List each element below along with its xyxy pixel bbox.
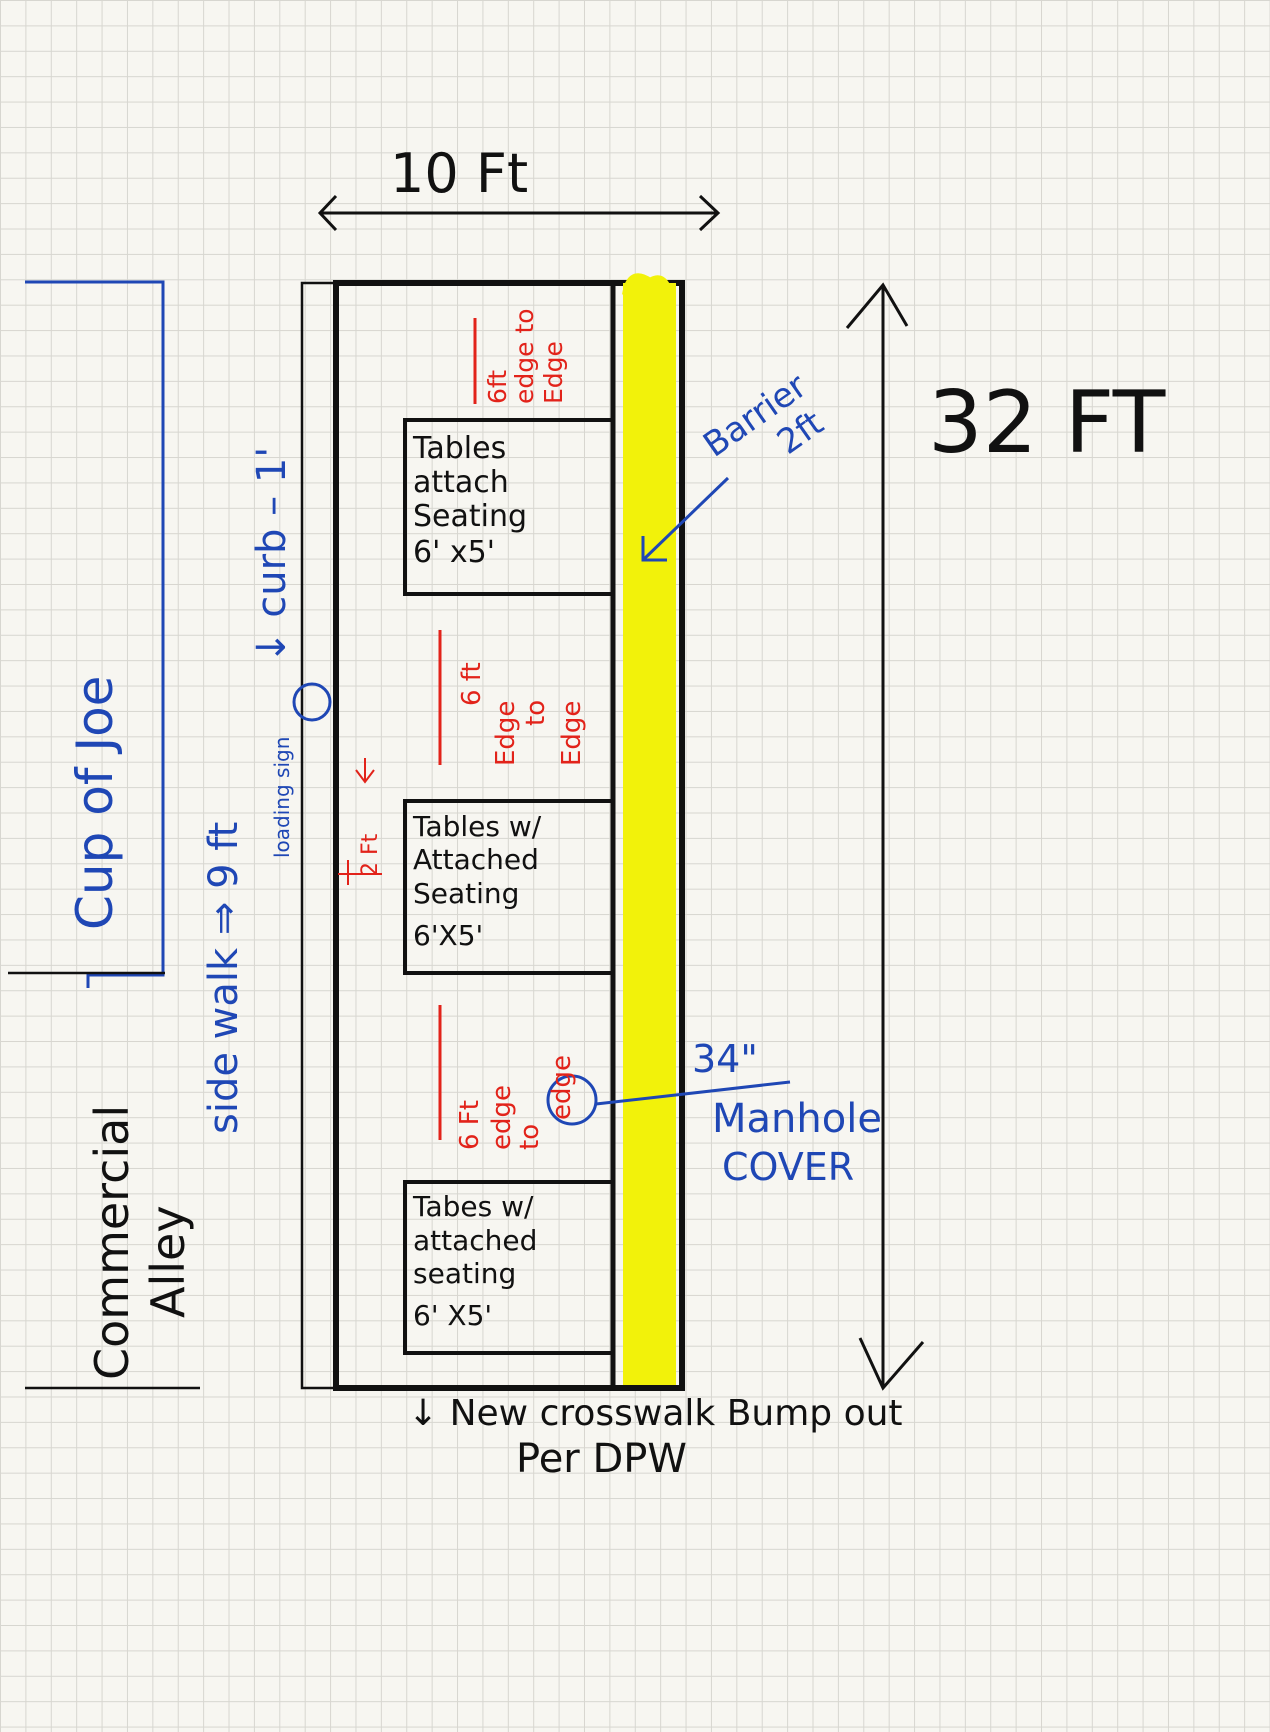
barrier-highlight-top (622, 273, 674, 301)
spacing-label-bottom: 6 Ft edge to edge (455, 1055, 577, 1150)
table-label-2: Tables w/ Attached Seating 6'X5' (412, 810, 550, 952)
barrier-pointer (641, 476, 730, 562)
length-label: 32 FT (928, 373, 1166, 473)
length-arrow-top-head (845, 282, 909, 329)
spacing-label-top: 6ft edge to Edge (483, 301, 568, 405)
loading-sign-icon (292, 682, 332, 722)
width-label: 10 Ft (390, 142, 528, 205)
sidewalk-label: side walk ⇒ 9 ft (201, 822, 247, 1134)
barrier-label: Barrier 2ft (696, 360, 846, 498)
table-label-3: Tabes w/ attached seating 6' X5' (412, 1190, 546, 1332)
barrier-pointer-head (641, 536, 667, 562)
business-label: Cup of Joe (66, 676, 124, 930)
table-box-2 (403, 799, 613, 975)
street-label: Commercial Alley (85, 1090, 195, 1380)
barrier-highlight (623, 283, 676, 1385)
manhole-icon (546, 1074, 598, 1126)
table-box-1 (403, 418, 613, 596)
table-label-1: Tables attach Seating 6' x5' (412, 431, 537, 570)
loading-sign-label: loading sign (270, 737, 294, 858)
cup-of-joe-outline (25, 280, 165, 988)
spacing-label-middle: 6 ft Edge to Edge (457, 654, 587, 766)
length-arrow-bottom-head (858, 1337, 925, 1391)
curb-label: ↓ curb – 1' (249, 447, 295, 664)
width-arrow-left-head (317, 194, 338, 232)
gap-arrow-icon (355, 758, 375, 784)
curb-strip (300, 281, 338, 1390)
manhole-pointer (595, 1080, 791, 1106)
gap-label: 2 Ft (358, 833, 383, 876)
parklet-outline (333, 280, 685, 1391)
width-arrow-right-head (698, 194, 721, 232)
table-box-3 (403, 1180, 613, 1355)
crosswalk-label: ↓ New crosswalk Bump out Per DPW (408, 1393, 914, 1482)
manhole-label: 34" Manhole COVER (692, 1037, 894, 1189)
